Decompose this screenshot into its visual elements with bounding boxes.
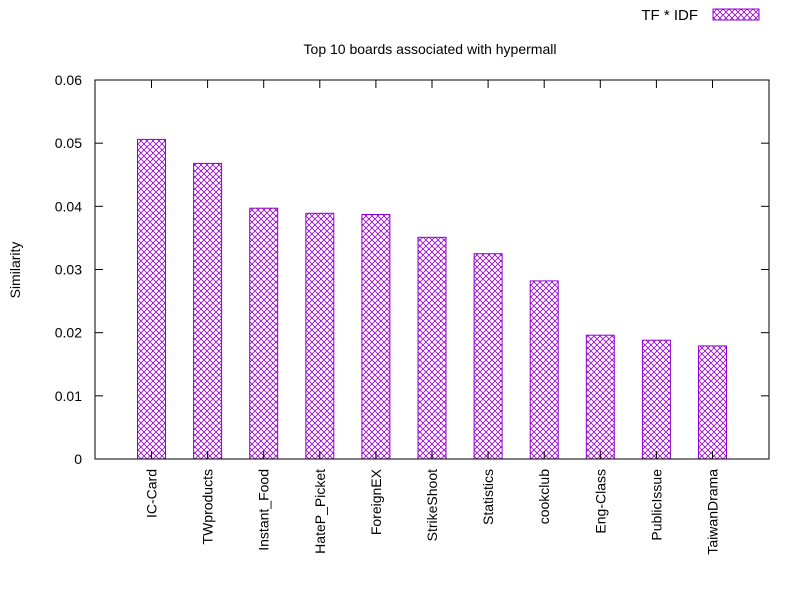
bars-group [137, 138, 727, 460]
y-tick-label: 0.06 [55, 72, 82, 88]
x-tick-label: Instant_Food [256, 469, 272, 551]
legend-label: TF * IDF [641, 7, 698, 24]
bar-twproducts [193, 162, 223, 460]
x-ticks-group: IC-Card TWproducts Instant_Food HateP_Picke… [144, 80, 721, 555]
bar-foreignex [361, 214, 391, 460]
bar-hatep-picket [305, 212, 335, 460]
bar-instant-food [249, 207, 279, 460]
y-ticks-group: 0 0.01 0.02 0.03 0.04 0.05 0.06 [55, 72, 769, 467]
y-tick-label: 0.04 [55, 198, 82, 214]
x-tick-label: cookclub [536, 469, 552, 524]
y-tick-label: 0 [74, 451, 82, 467]
chart-title: Top 10 boards associated with hypermall [304, 41, 557, 57]
x-tick-label: PublicIssue [648, 469, 664, 541]
y-tick-label: 0.01 [55, 388, 82, 404]
x-tick-label: ForeignEX [368, 468, 384, 535]
x-tick-label: TWproducts [200, 469, 216, 544]
x-tick-label: TaiwanDrama [705, 469, 721, 555]
bar-statistics [473, 253, 503, 460]
legend: TF * IDF [641, 7, 760, 24]
bar-ic-card [137, 138, 166, 460]
plot-frame [94, 79, 770, 460]
legend-swatch [712, 8, 760, 21]
y-tick-label: 0.03 [55, 262, 82, 278]
bar-strikeshoot [417, 236, 447, 460]
bar-eng-class [585, 334, 615, 460]
bar-taiwandrama [698, 345, 727, 460]
bar-cookclub [529, 280, 559, 460]
x-tick-label: HateP_Picket [312, 469, 328, 554]
x-tick-label: IC-Card [144, 469, 160, 518]
bar-publicissue [641, 339, 671, 460]
x-tick-label: StrikeShoot [424, 469, 440, 541]
y-tick-label: 0.02 [55, 325, 82, 341]
y-tick-label: 0.05 [55, 135, 82, 151]
x-tick-label: Statistics [480, 469, 496, 525]
y-axis-label: Similarity [7, 242, 23, 299]
x-tick-label: Eng-Class [592, 469, 608, 534]
